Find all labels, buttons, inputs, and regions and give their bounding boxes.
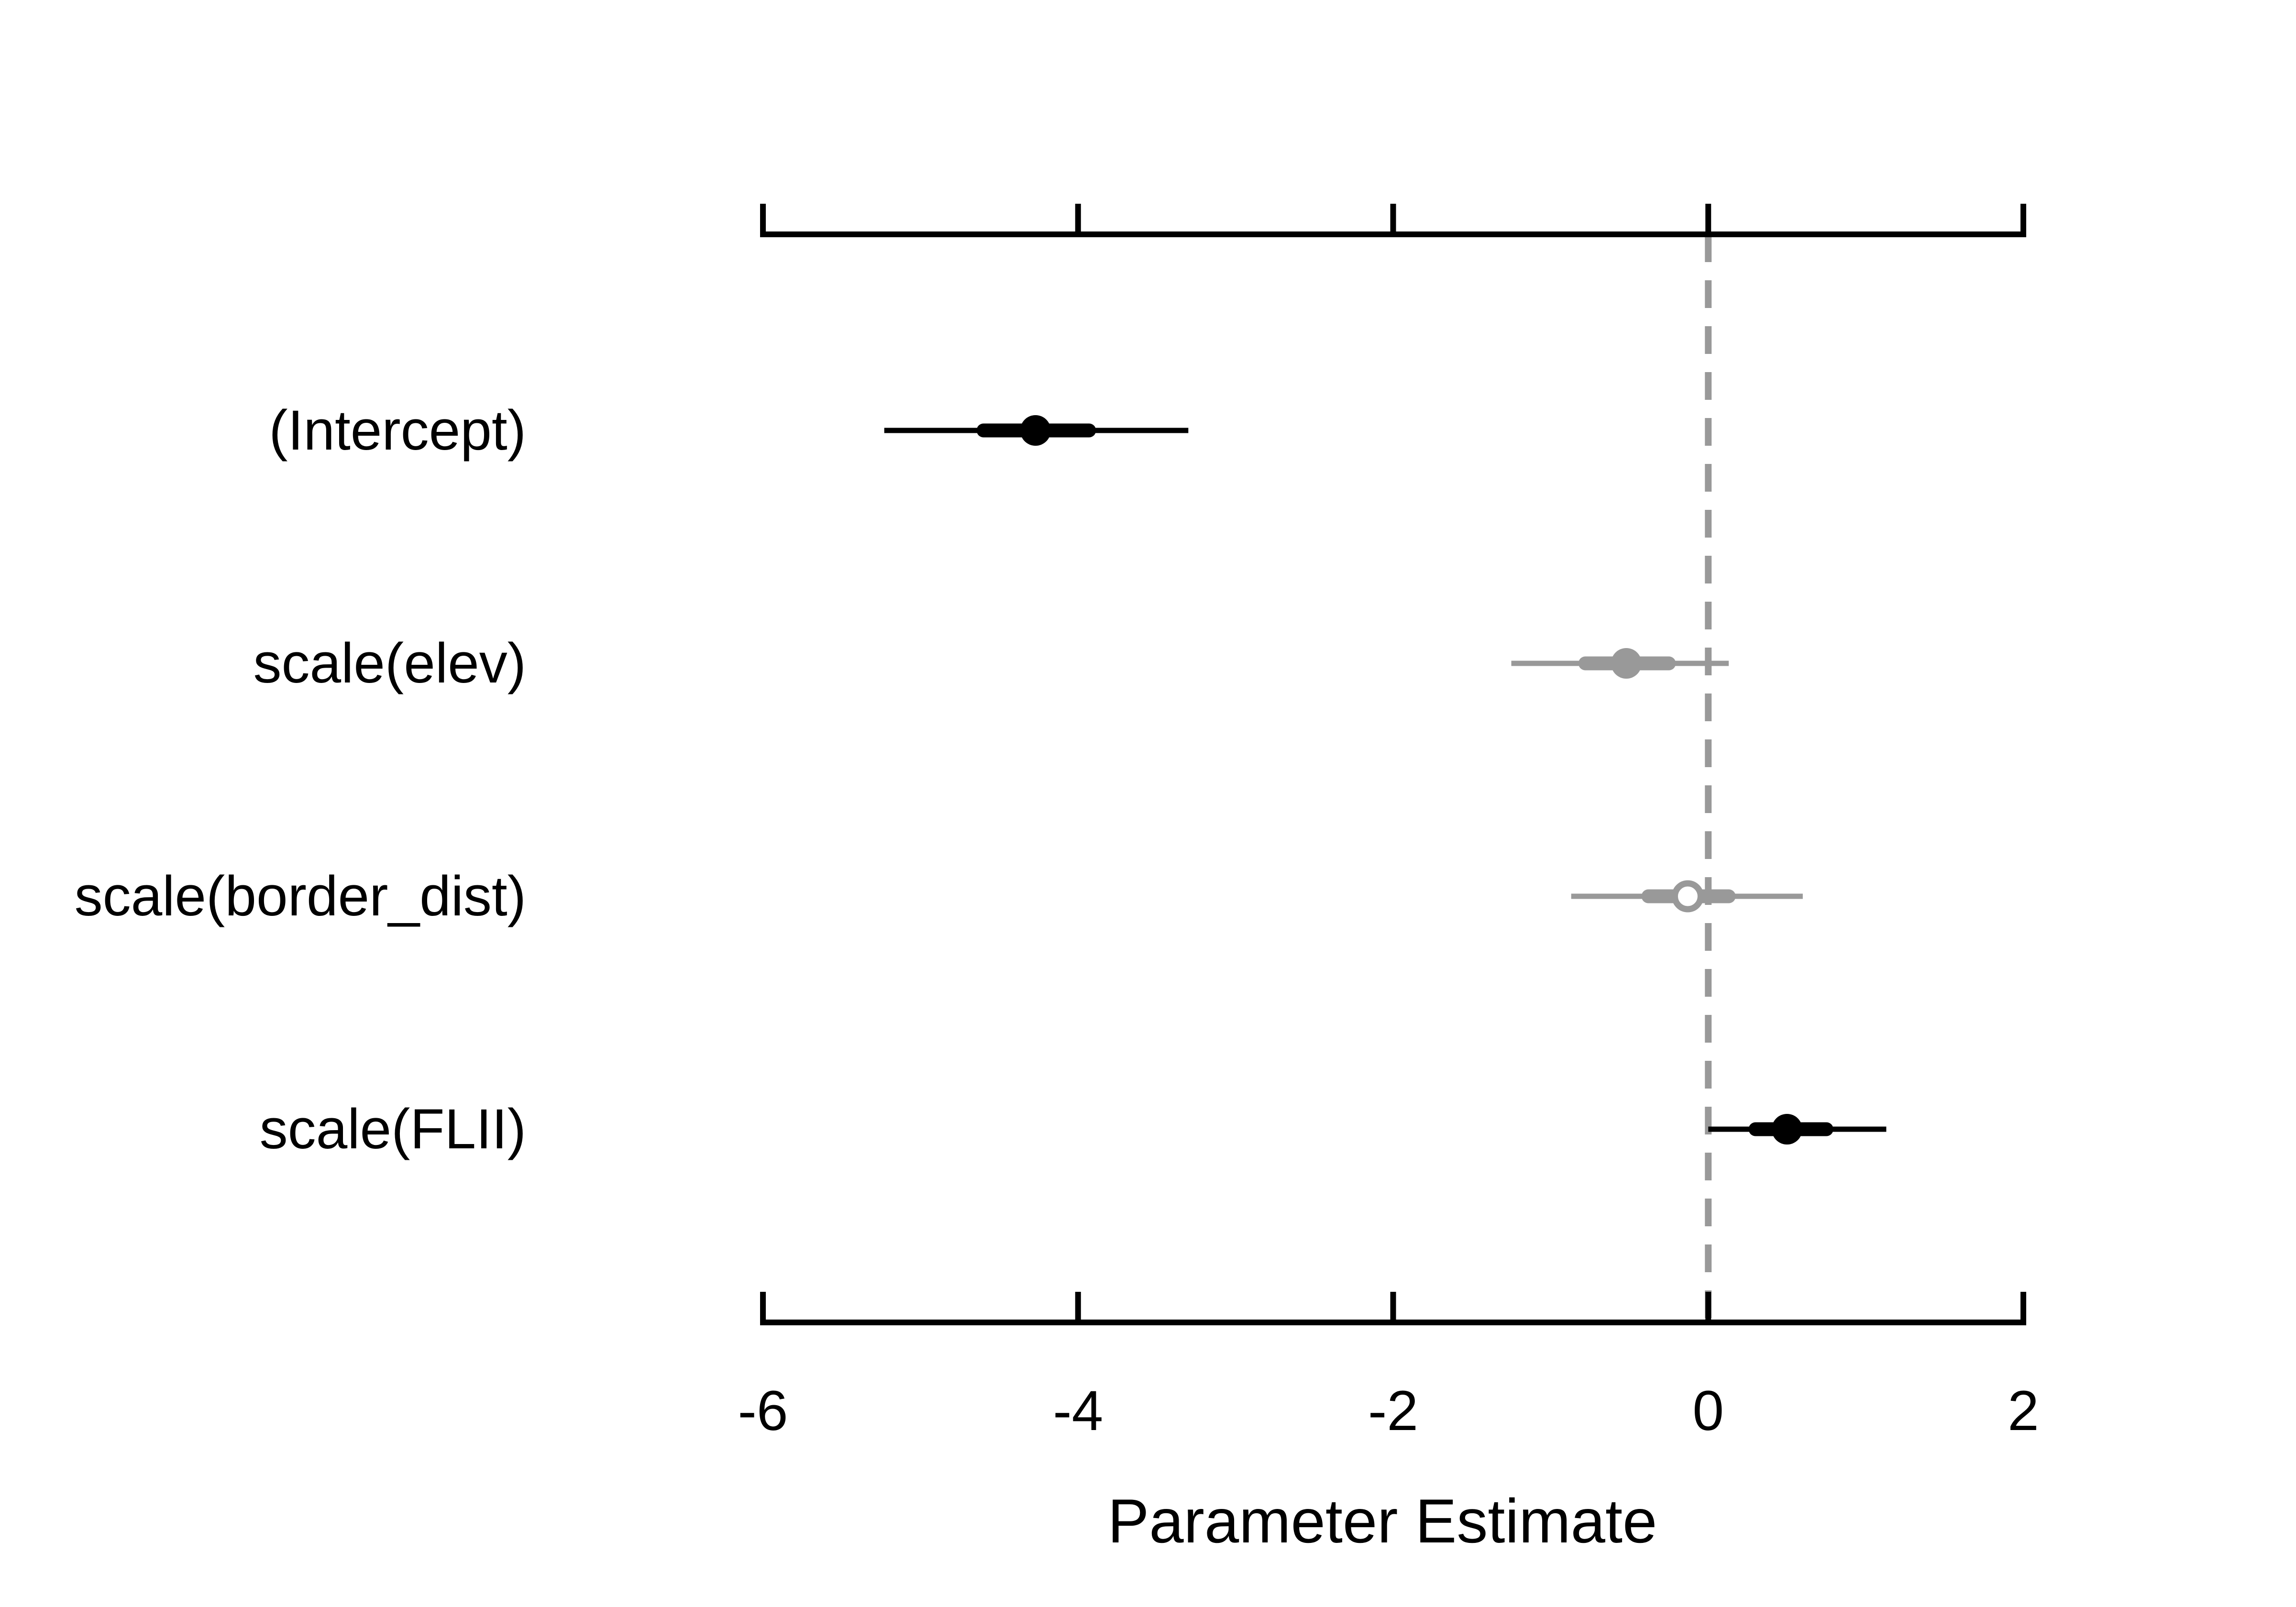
x-tick-label: -4 [1053,1379,1103,1442]
row-label: (Intercept) [269,399,526,462]
row-labels-layer: (Intercept) scale(elev) scale(border_dist)… [75,399,526,1161]
estimate-row [884,415,1189,446]
row-label: scale(FLII) [260,1098,526,1161]
x-tick-label: 0 [1692,1379,1724,1442]
point-estimate [1020,415,1051,446]
estimate-row [1708,1114,1887,1145]
row-label: scale(elev) [253,632,526,695]
row-label: scale(border_dist) [75,865,526,928]
point-estimate [1771,1114,1802,1145]
estimate-row [1511,648,1729,679]
x-tick-label: -6 [738,1379,788,1442]
x-axis-title: Parameter Estimate [1108,1486,1657,1556]
point-estimate [1611,648,1642,679]
axes-layer: -6 -4 -2 0 2 [738,204,2039,1442]
estimate-row [1571,880,1803,913]
point-estimate-open [1671,880,1704,913]
x-tick-label: -2 [1368,1379,1418,1442]
x-tick-label: 2 [2008,1379,2039,1442]
estimates-layer [884,415,1887,1145]
